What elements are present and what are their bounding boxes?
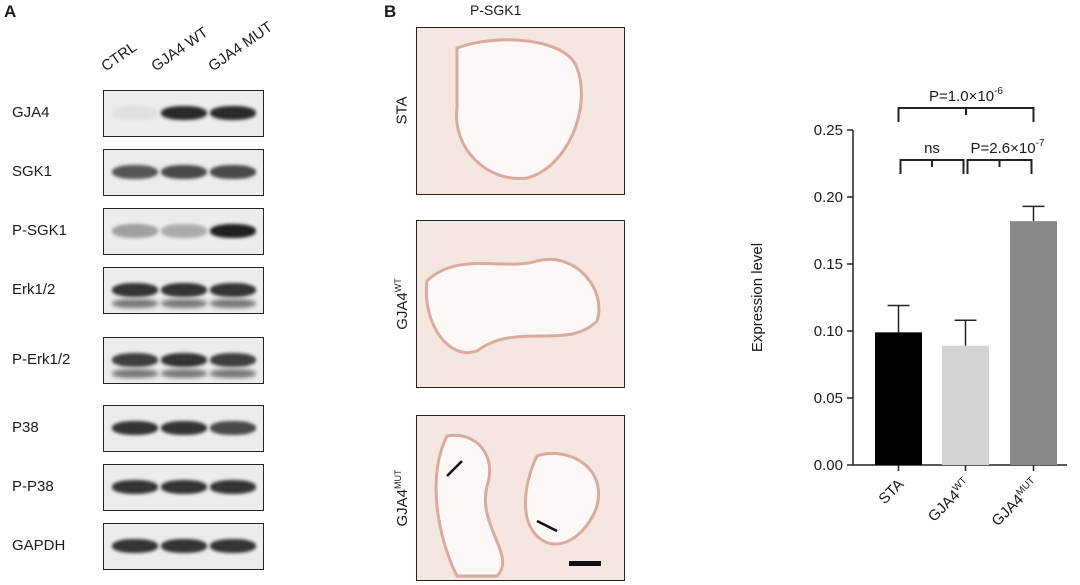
bar <box>875 332 922 465</box>
blot-label: SGK1 <box>12 163 53 180</box>
blot-band <box>161 421 207 435</box>
blot-label: P38 <box>12 419 39 436</box>
blot-label: Erk1/2 <box>12 281 56 298</box>
blot-band-lower <box>161 299 207 308</box>
blot-band <box>210 283 256 297</box>
panel-b-title: P-SGK1 <box>470 2 522 18</box>
panel-a-letter: A <box>4 2 17 21</box>
blot-band <box>210 421 256 435</box>
blot-band <box>112 353 158 367</box>
x-tick-label: GJA4MUT <box>988 475 1043 530</box>
blot-band <box>210 353 256 367</box>
row-label-base: GJA4 <box>394 489 411 527</box>
blot-band <box>210 224 256 238</box>
scale-bar <box>569 561 601 566</box>
blot-band <box>210 165 256 179</box>
blot-band <box>161 480 207 494</box>
tissue-texture <box>455 38 583 180</box>
blot-band <box>161 165 207 179</box>
blot-band <box>112 283 158 297</box>
blot-label: GJA4 <box>12 104 50 121</box>
blot-band <box>161 106 207 120</box>
significance-exponent: -7 <box>1036 138 1045 149</box>
blot-band <box>112 480 158 494</box>
x-tick-label-base: STA <box>875 476 907 508</box>
y-tick-label: 0.00 <box>814 457 843 474</box>
arrow-icon <box>446 460 463 477</box>
vessel-lumen <box>434 433 601 578</box>
blot-band-lower <box>210 369 256 378</box>
row-label-sup: MUT <box>393 469 403 490</box>
vessel-lumen <box>455 38 583 180</box>
blot-band <box>161 224 207 238</box>
blot-band-lower <box>112 299 158 308</box>
y-tick-label: 0.10 <box>814 323 843 340</box>
blot-band <box>112 165 158 179</box>
blot-band <box>161 539 207 553</box>
blot-band <box>112 224 158 238</box>
y-tick-label: 0.25 <box>814 122 843 139</box>
vessel-lumen <box>424 258 601 355</box>
y-tick-label: 0.15 <box>814 256 843 273</box>
western-blot-strip <box>103 267 264 314</box>
blot-band-lower <box>161 369 207 378</box>
bar <box>1010 221 1057 465</box>
histology-micrograph <box>416 27 625 195</box>
significance-exponent: -6 <box>994 86 1003 97</box>
y-tick-label: 0.05 <box>814 390 843 407</box>
western-blot-strip <box>103 90 264 137</box>
row-label-base: GJA4 <box>394 292 411 330</box>
panel-b-letter: B <box>384 2 397 21</box>
x-tick-label: GJA4WT <box>924 475 974 525</box>
western-blot-strip <box>103 405 264 452</box>
y-axis-label: Expression level <box>749 243 766 352</box>
blot-band <box>161 283 207 297</box>
lane-label: GJA4 WT <box>148 23 212 75</box>
blot-band-lower <box>210 299 256 308</box>
blot-band <box>210 480 256 494</box>
blot-band <box>112 539 158 553</box>
expression-bar-chart: 0.00 0.05 0.10 0.15 0.20 0.25 Expression level… <box>749 86 1067 530</box>
blot-label: GAPDH <box>12 537 66 554</box>
y-tick-label: 0.20 <box>814 189 843 206</box>
x-tick-label: STA <box>875 476 907 508</box>
blot-band <box>161 353 207 367</box>
micrograph-row-label: STA <box>394 71 411 151</box>
significance-text: P=1.0×10 <box>929 88 994 105</box>
bar <box>942 345 989 465</box>
western-blot-strip <box>103 208 264 255</box>
lane-label: GJA4 MUT <box>205 18 276 75</box>
significance-label: ns <box>924 140 940 157</box>
blot-label: P-P38 <box>12 478 54 495</box>
blot-label: P-Erk1/2 <box>12 351 71 368</box>
western-blot-strip <box>103 149 264 196</box>
lane-label: CTRL <box>98 38 141 75</box>
tissue-texture <box>424 258 601 355</box>
histology-micrograph <box>416 220 625 388</box>
row-label-sup: WT <box>393 278 403 293</box>
arrow-icon <box>536 519 558 533</box>
blot-band <box>112 106 158 120</box>
histology-micrograph <box>416 415 625 581</box>
western-blot-strip <box>103 523 264 570</box>
western-blot-strip <box>103 337 264 384</box>
tissue-texture <box>434 433 601 578</box>
micrograph-row-label: GJA4MUT <box>393 458 411 538</box>
significance-label: P=2.6×10-7 <box>971 138 1045 157</box>
significance-text: P=2.6×10 <box>971 140 1036 157</box>
significance-label: P=1.0×10-6 <box>929 86 1003 105</box>
row-label-base: STA <box>393 96 411 125</box>
blot-band-lower <box>112 369 158 378</box>
x-tick-label-sup: MUT <box>1014 475 1037 498</box>
micrograph-row-label: GJA4WT <box>393 264 411 344</box>
western-blot-strip <box>103 464 264 511</box>
significance-text: ns <box>924 140 940 157</box>
blot-band <box>210 539 256 553</box>
blot-label: P-SGK1 <box>12 222 68 239</box>
blot-band <box>112 421 158 435</box>
blot-band <box>210 106 256 120</box>
